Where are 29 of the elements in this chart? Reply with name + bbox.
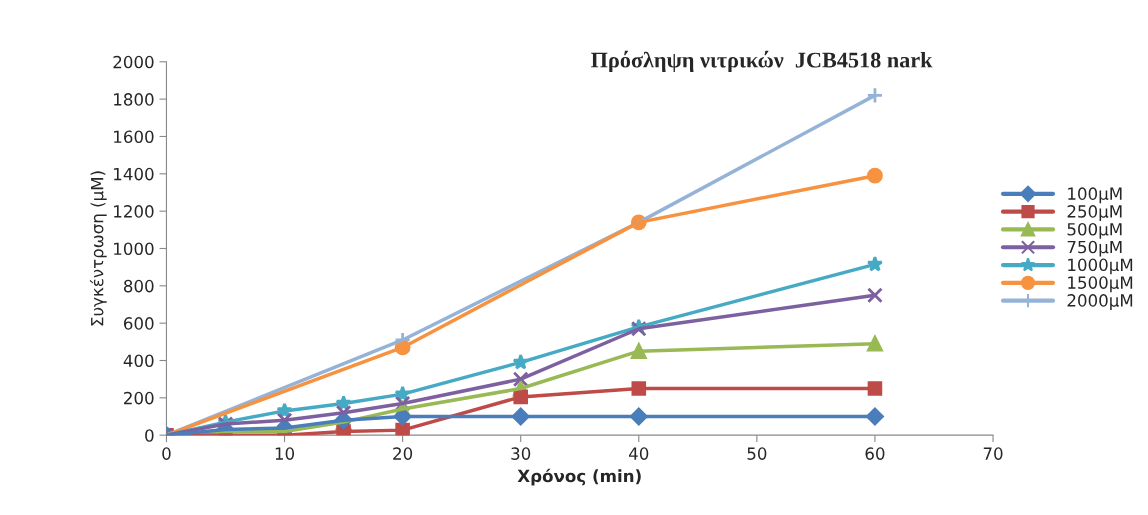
x-tick-label: 30 <box>511 447 531 460</box>
y-tick-label: 2000 <box>113 55 154 69</box>
legend-label: 250μM <box>1067 205 1122 221</box>
x-tick-label: 70 <box>983 447 1003 460</box>
legend-label: 1000μM <box>1068 258 1133 275</box>
y-tick-label: 600 <box>124 317 154 330</box>
y-tick-label: 1600 <box>114 130 154 144</box>
x-tick-label: 50 <box>747 447 767 460</box>
y-tick-label: 800 <box>123 279 154 293</box>
legend-label: 100μM <box>1068 187 1122 204</box>
x-tick-label: 10 <box>275 447 295 460</box>
x-tick-label: 40 <box>628 447 649 460</box>
legend-label: 750μM <box>1067 240 1122 257</box>
y-tick-label: 1000 <box>114 242 154 256</box>
y-axis-title: Συγκέντρωση (μM) <box>89 171 107 326</box>
legend-label: 500μM <box>1067 222 1122 239</box>
legend-label: 1500μM <box>1068 276 1133 293</box>
y-tick-label: 1400 <box>114 167 154 181</box>
y-tick-label: 1200 <box>114 205 154 218</box>
legend-label: 2000μM <box>1067 294 1133 310</box>
y-tick-label: 200 <box>124 391 154 405</box>
y-tick-label: 400 <box>123 354 154 368</box>
x-axis-title: Χρόνος (min) <box>517 468 641 486</box>
chart-title: Πρόσληψη νιτρικών JCB4518 nark <box>591 50 933 73</box>
y-tick-label: 0 <box>145 429 154 442</box>
y-tick-label: 1800 <box>114 93 154 106</box>
x-tick-label: 60 <box>865 447 885 460</box>
x-tick-label: 20 <box>393 447 413 460</box>
x-tick-label: 0 <box>162 447 171 460</box>
